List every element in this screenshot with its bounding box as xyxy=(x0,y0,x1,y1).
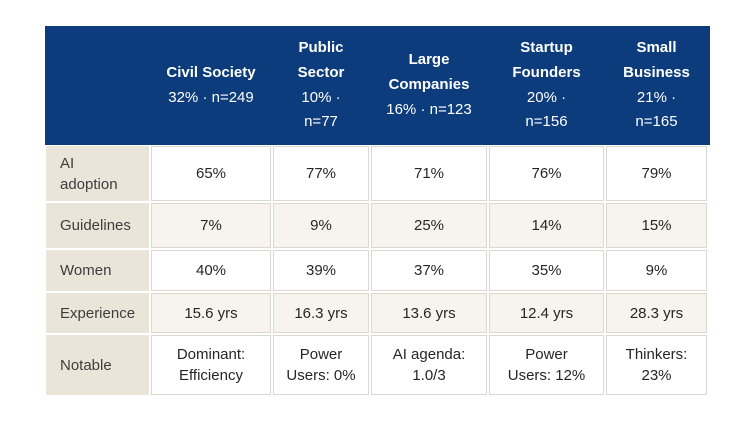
row-label: Experience xyxy=(46,293,149,333)
table-cell: 14% xyxy=(489,203,604,248)
table-cell: 9% xyxy=(273,203,369,248)
table-row-guidelines: Guidelines 7% 9% 25% 14% 15% xyxy=(45,202,710,249)
column-title: Small Business xyxy=(623,39,690,81)
header-cell-small-business: Small Business 21% · n=165 xyxy=(605,26,708,145)
table-cell: 65% xyxy=(151,146,271,201)
table-row-women: Women 40% 39% 37% 35% 9% xyxy=(45,249,710,292)
header-cell-large-companies: Large Companies 16% · n=123 xyxy=(370,26,488,145)
table-cell: 25% xyxy=(371,203,487,248)
table-cell: 12.4 yrs xyxy=(489,293,604,333)
table-cell: 35% xyxy=(489,250,604,291)
table-cell: 28.3 yrs xyxy=(606,293,707,333)
table-cell: AI agenda: 1.0/3 xyxy=(371,335,487,395)
table-header-row: Civil Society 32% · n=249 Public Sector … xyxy=(45,26,710,145)
column-stats: 20% · n=156 xyxy=(525,88,568,131)
header-cell-empty xyxy=(45,26,150,145)
table-cell: Power Users: 12% xyxy=(489,335,604,395)
row-label: AI adoption xyxy=(46,146,149,201)
segment-comparison-table: Civil Society 32% · n=249 Public Sector … xyxy=(45,26,710,396)
table-cell: 15.6 yrs xyxy=(151,293,271,333)
column-title: Startup Founders xyxy=(512,39,581,81)
column-title: Civil Society xyxy=(166,63,256,81)
column-stats: 32% · n=249 xyxy=(168,88,254,106)
column-stats: 21% · n=165 xyxy=(635,88,678,131)
table-cell: 71% xyxy=(371,146,487,201)
table-cell: Power Users: 0% xyxy=(273,335,369,395)
row-label: Women xyxy=(46,250,149,291)
table-cell: 37% xyxy=(371,250,487,291)
table-cell: 13.6 yrs xyxy=(371,293,487,333)
table-cell: 77% xyxy=(273,146,369,201)
table-cell: 79% xyxy=(606,146,707,201)
table-cell: 76% xyxy=(489,146,604,201)
header-cell-startup-founders: Startup Founders 20% · n=156 xyxy=(488,26,605,145)
table-cell: Thinkers: 23% xyxy=(606,335,707,395)
table-row-experience: Experience 15.6 yrs 16.3 yrs 13.6 yrs 12… xyxy=(45,292,710,334)
column-title: Large Companies xyxy=(388,51,470,94)
table-cell: 16.3 yrs xyxy=(273,293,369,333)
header-cell-civil-society: Civil Society 32% · n=249 xyxy=(150,26,272,145)
table-cell: 39% xyxy=(273,250,369,291)
row-label: Notable xyxy=(46,335,149,395)
column-stats: 10% · n=77 xyxy=(301,88,341,131)
header-cell-public-sector: Public Sector 10% · n=77 xyxy=(272,26,370,145)
table-row-notable: Notable Dominant: Efficiency Power Users… xyxy=(45,334,710,396)
table-cell: 15% xyxy=(606,203,707,248)
table-cell: 7% xyxy=(151,203,271,248)
column-title: Public Sector xyxy=(297,39,345,81)
table-cell: Dominant: Efficiency xyxy=(151,335,271,395)
column-stats: 16% · n=123 xyxy=(386,100,472,118)
table-cell: 9% xyxy=(606,250,707,291)
row-label: Guidelines xyxy=(46,203,149,248)
table-row-ai-adoption: AI adoption 65% 77% 71% 76% 79% xyxy=(45,145,710,202)
table-cell: 40% xyxy=(151,250,271,291)
